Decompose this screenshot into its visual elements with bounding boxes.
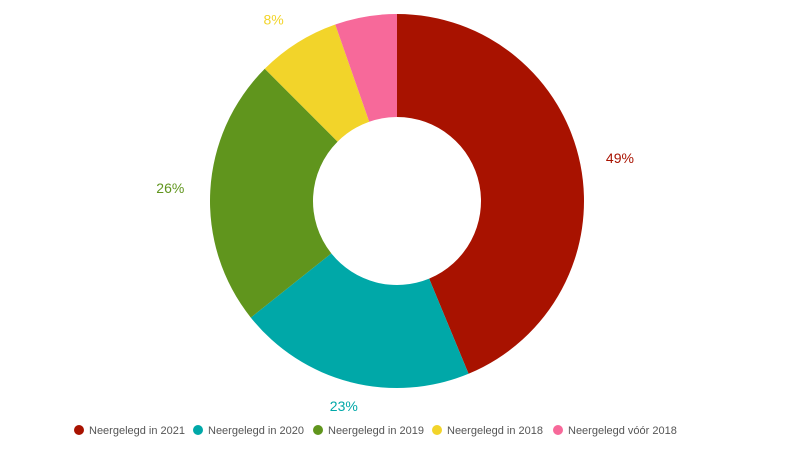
donut-segment: [250, 253, 469, 388]
legend-marker: [553, 425, 563, 435]
legend-label: Neergelegd in 2018: [447, 425, 543, 437]
donut-segment: [335, 14, 397, 122]
donut-segment: [397, 14, 585, 374]
legend-label: Neergelegd in 2020: [208, 425, 304, 437]
data-label: 26%: [156, 180, 184, 196]
donut-segment: [210, 68, 338, 318]
legend-label: Neergelegd vóór 2018: [568, 425, 677, 437]
legend-marker: [432, 425, 442, 435]
legend-marker: [313, 425, 323, 435]
data-label: 23%: [330, 398, 358, 414]
donut-segment: [264, 24, 370, 142]
legend-marker: [74, 425, 84, 435]
legend-marker: [193, 425, 203, 435]
legend-label: Neergelegd in 2021: [89, 425, 185, 437]
legend-label: Neergelegd in 2019: [328, 425, 424, 437]
data-label: 8%: [263, 11, 283, 27]
data-label: 49%: [606, 150, 634, 166]
